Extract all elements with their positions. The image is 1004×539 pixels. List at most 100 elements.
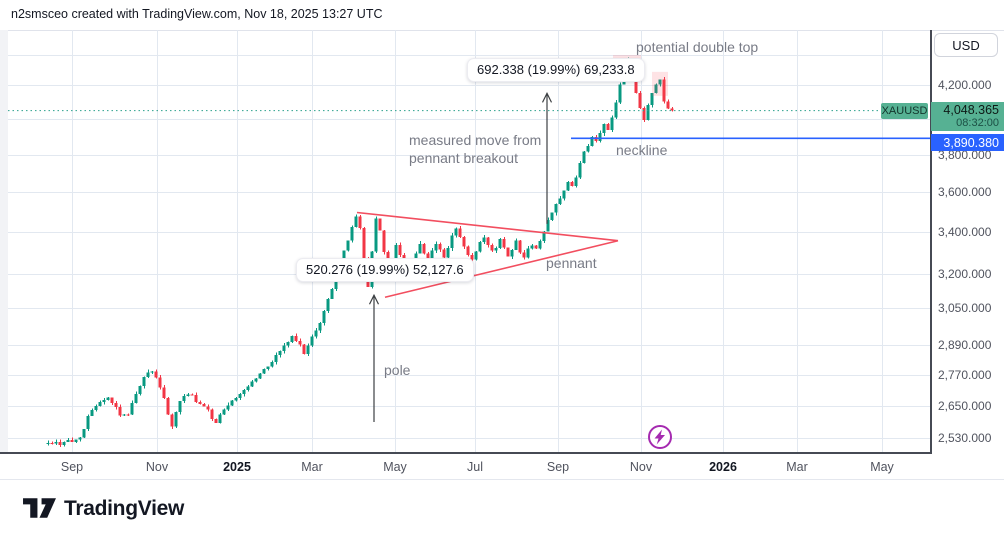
candle-body bbox=[246, 386, 250, 390]
currency-usd-button[interactable]: USD bbox=[934, 33, 998, 57]
annotation-potential-double-top[interactable]: potential double top bbox=[636, 39, 759, 55]
candle-body bbox=[166, 397, 170, 415]
candle-body bbox=[470, 254, 474, 260]
candle-body bbox=[218, 414, 222, 423]
candle-body bbox=[334, 277, 338, 290]
measured-move-arrow[interactable] bbox=[541, 91, 553, 224]
candle-body bbox=[222, 409, 226, 415]
candle-body bbox=[110, 397, 114, 404]
candle-body bbox=[418, 243, 422, 254]
price-tick-label: 3,050.000 bbox=[938, 300, 992, 315]
candle-body bbox=[486, 237, 490, 246]
candle-body bbox=[258, 373, 262, 379]
pole-arrow[interactable] bbox=[368, 293, 380, 423]
chart-canvas[interactable] bbox=[8, 30, 930, 455]
pennant-trendlines[interactable] bbox=[356, 211, 619, 299]
candle-body bbox=[306, 345, 310, 354]
symbol-tag: XAUUSD bbox=[881, 102, 928, 119]
price-tick-label: 2,530.000 bbox=[938, 430, 992, 445]
price-tick-label: 3,600.000 bbox=[938, 185, 992, 200]
candle-body bbox=[570, 182, 574, 187]
candle-body bbox=[330, 289, 334, 299]
measured-move-upper-label[interactable]: 692.338 (19.99%) 69,233.8 bbox=[467, 58, 645, 82]
annotation-pennant[interactable]: pennant bbox=[546, 255, 597, 271]
candle-body bbox=[450, 235, 454, 249]
candle-body bbox=[634, 73, 638, 94]
annotation-measured-move[interactable]: measured move from pennant breakout bbox=[409, 132, 542, 166]
time-tick-label: Nov bbox=[145, 460, 169, 474]
candle-body bbox=[226, 405, 230, 410]
candle-body bbox=[642, 107, 646, 120]
price-axis[interactable]: 4,200.0004,000.0003,800.0003,600.0003,40… bbox=[932, 31, 1004, 452]
candle-body bbox=[498, 239, 502, 248]
candle-body bbox=[126, 414, 130, 416]
candle-body bbox=[662, 79, 666, 102]
candle-body bbox=[238, 394, 242, 398]
candle-body bbox=[650, 93, 654, 106]
candle-body bbox=[458, 228, 462, 238]
candle-body bbox=[98, 402, 102, 406]
candle-body bbox=[554, 203, 558, 213]
candle-body bbox=[154, 371, 158, 378]
candle-body bbox=[358, 216, 362, 229]
candle-body bbox=[194, 395, 198, 402]
candle-body bbox=[382, 230, 386, 252]
candle-body bbox=[514, 240, 518, 250]
time-tick-label: Jul bbox=[467, 460, 483, 474]
candle-body bbox=[254, 378, 258, 382]
time-tick-label: Sep bbox=[60, 460, 84, 474]
tradingview-logo-text: TradingView bbox=[64, 497, 185, 520]
candle-body bbox=[490, 245, 494, 251]
candle-body bbox=[214, 419, 218, 423]
price-tick-label: 2,770.000 bbox=[938, 367, 992, 382]
candle-body bbox=[474, 251, 478, 260]
candle-body bbox=[102, 399, 106, 403]
candle-body bbox=[134, 394, 138, 403]
candle-body bbox=[522, 252, 526, 258]
candle-body bbox=[394, 245, 398, 260]
bar-countdown: 08:32:00 bbox=[956, 116, 999, 129]
candle-body bbox=[466, 246, 470, 255]
candle-body bbox=[478, 242, 482, 252]
measured-move-lower-label[interactable]: 520.276 (19.99%) 52,127.6 bbox=[296, 258, 474, 282]
candle-body bbox=[86, 416, 90, 429]
time-axis[interactable]: Sep Nov 2025 Mar May Jul Sep Nov 2026 Mar May bbox=[0, 454, 1004, 479]
candle-body bbox=[310, 336, 314, 346]
candle-body bbox=[322, 310, 326, 324]
candle-body bbox=[122, 414, 126, 416]
candle-body bbox=[538, 241, 542, 249]
candle-body bbox=[354, 216, 358, 228]
candle-body bbox=[598, 133, 602, 141]
candle-body bbox=[654, 84, 658, 94]
candle-body bbox=[290, 336, 294, 342]
candle-body bbox=[266, 366, 270, 370]
candle-body bbox=[346, 240, 350, 251]
candle-body bbox=[434, 243, 438, 251]
candle-body bbox=[602, 123, 606, 134]
candle-body bbox=[242, 389, 246, 395]
event-lightning-icon[interactable] bbox=[648, 425, 672, 449]
candle-body bbox=[274, 354, 278, 362]
annotation-pole[interactable]: pole bbox=[384, 362, 411, 378]
neckline-price-badge: 3,890.380 bbox=[931, 134, 1004, 152]
price-tick-label: 4,200.000 bbox=[938, 78, 992, 92]
candle-body bbox=[326, 298, 330, 311]
candle-body bbox=[426, 253, 430, 260]
time-tick-label: May bbox=[870, 460, 894, 474]
candle-body bbox=[210, 409, 214, 420]
tradingview-logo[interactable]: TradingView bbox=[22, 494, 184, 524]
left-margin-strip bbox=[0, 30, 8, 452]
candle-body bbox=[542, 231, 546, 242]
candle-body bbox=[658, 79, 662, 85]
last-price-value: 4,048.365 bbox=[943, 102, 999, 117]
candle-body bbox=[442, 249, 446, 258]
candle-body bbox=[638, 93, 642, 108]
candle-body bbox=[282, 345, 286, 351]
candle-body bbox=[350, 227, 354, 241]
candle-body bbox=[446, 248, 450, 258]
time-tick-label: 2025 bbox=[223, 460, 251, 474]
candle-body bbox=[170, 414, 174, 427]
annotation-neckline[interactable]: neckline bbox=[616, 142, 668, 158]
candle-body bbox=[262, 369, 266, 374]
candle-body bbox=[150, 371, 154, 373]
